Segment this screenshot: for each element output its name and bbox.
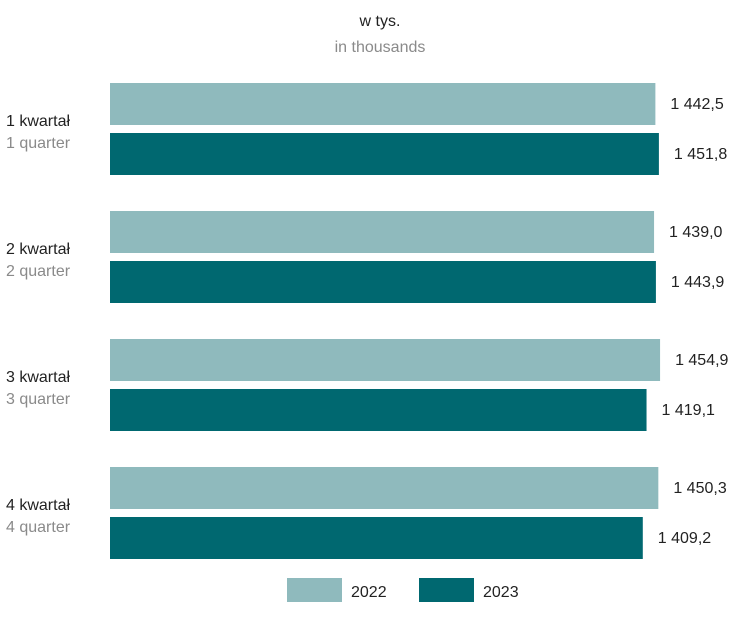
legend-label: 2023 (483, 584, 519, 601)
value-label: 1 450,3 (673, 480, 726, 497)
unit-label: w tys. (359, 13, 401, 30)
value-label: 1 419,1 (662, 402, 715, 419)
legend-label: 2022 (351, 584, 387, 601)
category-label: 1 kwartał (6, 113, 70, 130)
category-label-en: 4 quarter (6, 519, 71, 536)
bar-2022-4 (110, 467, 659, 509)
bar-2022-2 (110, 211, 655, 253)
category-label-en: 1 quarter (6, 135, 71, 152)
bar-2022-3 (110, 339, 661, 381)
category-label: 3 kwartał (6, 369, 70, 386)
value-label: 1 454,9 (675, 352, 728, 369)
value-label: 1 439,0 (669, 224, 722, 241)
category-label: 4 kwartał (6, 497, 70, 514)
bar-2023-1 (110, 133, 659, 175)
category-label-en: 2 quarter (6, 263, 71, 280)
unit-label-en: in thousands (335, 39, 426, 56)
value-label: 1 409,2 (658, 530, 711, 547)
bar-2023-4 (110, 517, 643, 559)
bar-2023-3 (110, 389, 647, 431)
value-label: 1 451,8 (674, 146, 727, 163)
bars-group: 1 kwartał 1 quarter 1 442,5 1 451,8 2 kwarta… (6, 83, 729, 559)
bar-2022-1 (110, 83, 656, 125)
legend-swatch-2023 (419, 578, 474, 602)
legend-swatch-2022 (287, 578, 342, 602)
category-label-en: 3 quarter (6, 391, 71, 408)
value-label: 1 443,9 (671, 274, 724, 291)
bar-2023-2 (110, 261, 656, 303)
legend: 2022 2023 (287, 578, 519, 602)
value-label: 1 442,5 (670, 96, 723, 113)
category-label: 2 kwartał (6, 241, 70, 258)
